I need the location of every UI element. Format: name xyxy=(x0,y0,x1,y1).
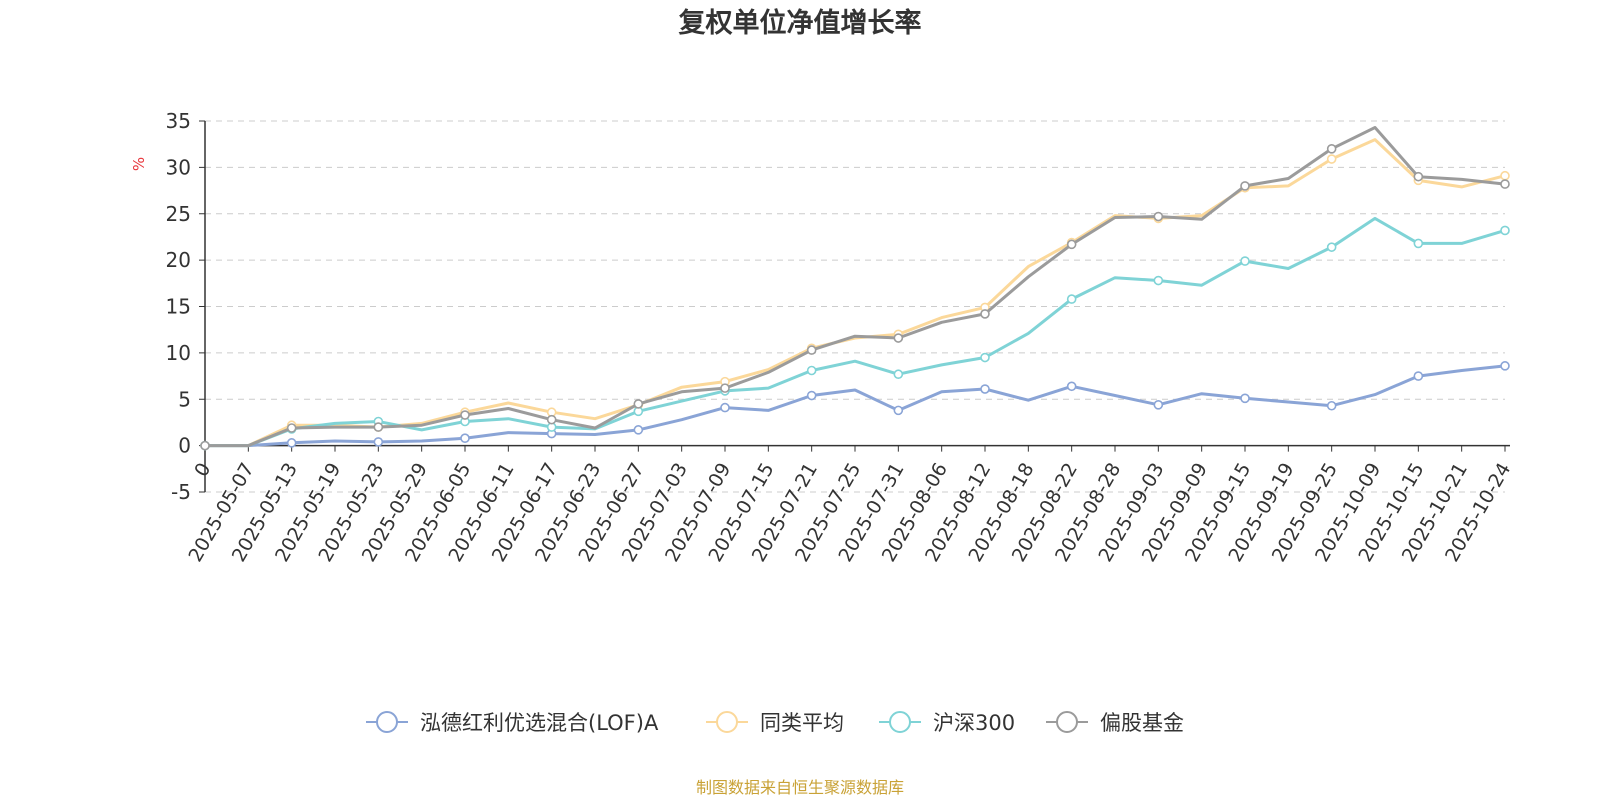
grid-lines xyxy=(205,120,1505,493)
data-point xyxy=(1413,171,1424,182)
y-tick-label: 0 xyxy=(178,434,191,458)
series-line xyxy=(203,364,1507,448)
data-point xyxy=(806,365,817,376)
data-point xyxy=(1153,211,1164,222)
data-point xyxy=(1240,393,1250,404)
axes: 35302520151050-502025-05-072025-05-13202… xyxy=(166,109,1516,566)
legend-swatch-marker xyxy=(889,711,911,733)
series-line xyxy=(203,138,1507,448)
data-point xyxy=(1326,154,1337,164)
data-point xyxy=(1413,371,1424,381)
chart-title: 复权单位净值增长率 xyxy=(679,7,922,39)
series-line xyxy=(203,216,1507,448)
data-point xyxy=(1240,256,1250,266)
y-tick-label: 20 xyxy=(166,248,191,272)
data-point xyxy=(980,309,990,319)
series-line xyxy=(203,126,1507,448)
y-tick-label: -5 xyxy=(171,480,191,504)
data-point xyxy=(373,422,384,432)
data-point xyxy=(286,423,297,433)
legend-item: 沪深300 xyxy=(879,711,1015,735)
legend: 泓德红利优选混合(LOF)A 同类平均 沪深300 偏股基金 xyxy=(366,711,1184,735)
y-tick-label: 35 xyxy=(166,109,191,133)
series-group xyxy=(200,216,1510,451)
data-point xyxy=(1066,239,1077,250)
data-point xyxy=(980,384,990,394)
data-point xyxy=(1326,242,1337,252)
legend-label: 同类平均 xyxy=(760,711,844,735)
data-point xyxy=(633,425,644,435)
series-group xyxy=(200,126,1510,451)
data-point xyxy=(893,369,904,380)
data-point xyxy=(1153,400,1164,410)
data-point xyxy=(720,383,730,393)
legend-item: 同类平均 xyxy=(706,711,844,735)
x-tick-label-zero: 0 xyxy=(190,459,215,480)
y-axis-unit: % xyxy=(130,157,148,171)
data-point xyxy=(1326,400,1337,411)
data-point xyxy=(1500,361,1510,371)
legend-item: 泓德红利优选混合(LOF)A xyxy=(366,711,659,735)
data-point xyxy=(980,352,990,363)
data-point xyxy=(806,390,817,401)
data-point xyxy=(1240,181,1250,191)
data-point xyxy=(1500,225,1510,236)
legend-label: 泓德红利优选混合(LOF)A xyxy=(420,711,659,735)
legend-swatch-marker xyxy=(716,711,738,733)
legend-label: 偏股基金 xyxy=(1100,711,1184,735)
series-lines xyxy=(200,126,1510,451)
legend-swatch-marker xyxy=(376,711,398,733)
data-point xyxy=(546,414,557,425)
data-point xyxy=(1066,381,1077,392)
data-point xyxy=(1326,144,1337,154)
data-point xyxy=(286,438,297,448)
legend-swatch-marker xyxy=(1056,711,1078,733)
data-point xyxy=(1500,179,1510,189)
data-point xyxy=(1413,238,1424,249)
source-note: 制图数据来自恒生聚源数据库 xyxy=(696,778,904,797)
data-point xyxy=(460,433,470,444)
legend-item: 偏股基金 xyxy=(1046,711,1184,735)
series-group xyxy=(200,361,1510,451)
data-point xyxy=(806,345,817,355)
data-point xyxy=(460,410,470,420)
y-tick-label: 5 xyxy=(178,387,191,411)
data-point xyxy=(893,405,904,416)
data-point xyxy=(200,440,210,451)
y-tick-label: 15 xyxy=(166,295,191,319)
data-point xyxy=(373,437,384,447)
y-tick-label: 10 xyxy=(166,341,191,365)
data-point xyxy=(633,399,644,409)
data-point xyxy=(893,333,904,343)
data-point xyxy=(1153,275,1164,286)
data-point xyxy=(1500,170,1510,181)
y-tick-label: 30 xyxy=(166,155,191,179)
y-tick-label: 25 xyxy=(166,202,191,226)
legend-label: 沪深300 xyxy=(933,711,1015,735)
data-point xyxy=(720,402,730,413)
data-point xyxy=(1066,294,1077,304)
